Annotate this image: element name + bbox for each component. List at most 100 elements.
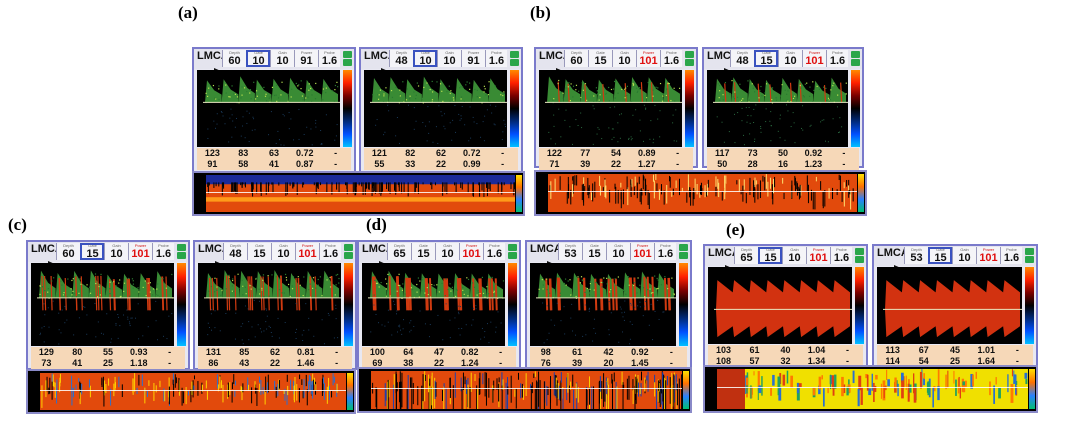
param-depth[interactable]: Depth 48 xyxy=(223,243,247,260)
param-depth[interactable]: Depth 60 xyxy=(222,50,246,67)
param-gain[interactable]: Gain 10 xyxy=(271,243,295,260)
plus-minus-buttons[interactable] xyxy=(343,51,352,66)
minus-icon[interactable] xyxy=(510,59,519,66)
stats-value: 1.46 xyxy=(297,358,315,368)
param-power[interactable]: Power 101 xyxy=(802,50,826,67)
minus-icon[interactable] xyxy=(344,252,353,259)
plus-icon[interactable] xyxy=(851,51,860,58)
plus-icon[interactable] xyxy=(679,244,688,251)
doppler-spectrum xyxy=(37,270,174,345)
minus-icon[interactable] xyxy=(343,59,352,66)
param-gain[interactable]: Gain 10 xyxy=(778,50,802,67)
param-depth[interactable]: Depth 65 xyxy=(734,247,758,264)
param-value: 1.6 xyxy=(321,55,338,67)
param-gain[interactable]: Gain 10 xyxy=(437,50,461,67)
param-gate[interactable]: Gate 15 xyxy=(928,247,952,264)
plus-minus-buttons[interactable] xyxy=(344,244,353,259)
param-power[interactable]: Power 101 xyxy=(459,243,483,260)
plus-icon[interactable] xyxy=(508,244,517,251)
param-power[interactable]: Power 101 xyxy=(128,243,152,260)
plus-minus-buttons[interactable] xyxy=(177,244,186,259)
plus-icon[interactable] xyxy=(343,51,352,58)
param-power[interactable]: Power 91 xyxy=(461,50,485,67)
stats-value: 32 xyxy=(780,356,791,366)
param-probe[interactable]: Probe 1.6 xyxy=(654,243,676,260)
param-probe[interactable]: Probe 1.6 xyxy=(660,50,682,67)
param-gate[interactable]: Gate 15 xyxy=(411,243,435,260)
param-power[interactable]: Power 101 xyxy=(636,50,660,67)
minus-icon[interactable] xyxy=(177,252,186,259)
param-probe[interactable]: Probe 1.6 xyxy=(1000,247,1022,264)
param-gate[interactable]: Gate 15 xyxy=(758,247,782,264)
plus-icon[interactable] xyxy=(1025,248,1034,255)
param-probe[interactable]: Probe 1.6 xyxy=(319,243,341,260)
m-mode-gate-line xyxy=(548,191,857,193)
param-gate[interactable]: Gate 15 xyxy=(247,243,271,260)
param-value: 48 xyxy=(736,55,749,67)
param-depth[interactable]: Depth 53 xyxy=(558,243,582,260)
minus-icon[interactable] xyxy=(685,59,694,66)
param-depth[interactable]: Depth 53 xyxy=(904,247,928,264)
param-name: Power xyxy=(134,243,147,248)
param-depth[interactable]: Depth 60 xyxy=(564,50,588,67)
plus-minus-buttons[interactable] xyxy=(685,51,694,66)
minus-icon[interactable] xyxy=(855,256,864,263)
param-name: Depth xyxy=(230,243,241,248)
param-gate[interactable]: Gate 10 xyxy=(413,50,437,67)
param-depth[interactable]: Depth 48 xyxy=(730,50,754,67)
param-depth[interactable]: Depth 48 xyxy=(389,50,413,67)
param-probe[interactable]: Probe 1.6 xyxy=(826,50,848,67)
plus-icon[interactable] xyxy=(177,244,186,251)
param-gain[interactable]: Gain 10 xyxy=(612,50,636,67)
param-gain[interactable]: Gain 10 xyxy=(270,50,294,67)
param-gain[interactable]: Gain 10 xyxy=(104,243,128,260)
param-cells: Depth 48 Gate 15 Gain 10 Power 101 Probe 1.6 xyxy=(223,243,341,260)
minus-icon[interactable] xyxy=(508,252,517,259)
param-gate[interactable]: Gate 15 xyxy=(80,243,104,260)
param-depth[interactable]: Depth 65 xyxy=(387,243,411,260)
param-probe[interactable]: Probe 1.6 xyxy=(485,50,507,67)
param-power[interactable]: Power 101 xyxy=(630,243,654,260)
param-gain[interactable]: Gain 10 xyxy=(952,247,976,264)
minus-icon[interactable] xyxy=(679,252,688,259)
minus-icon[interactable] xyxy=(851,59,860,66)
stats-row: 86 43 22 1.46 - xyxy=(198,359,352,368)
param-probe[interactable]: Probe 1.6 xyxy=(483,243,505,260)
param-value: 10 xyxy=(958,252,971,264)
plus-icon[interactable] xyxy=(685,51,694,58)
plus-icon[interactable] xyxy=(510,51,519,58)
minus-icon[interactable] xyxy=(1025,256,1034,263)
plus-minus-buttons[interactable] xyxy=(508,244,517,259)
plus-icon[interactable] xyxy=(855,248,864,255)
plus-minus-buttons[interactable] xyxy=(679,244,688,259)
param-gain[interactable]: Gain 10 xyxy=(606,243,630,260)
param-name: Probe xyxy=(324,50,335,55)
param-power[interactable]: Power 101 xyxy=(295,243,319,260)
param-power[interactable]: Power 101 xyxy=(976,247,1000,264)
param-gain[interactable]: Gain 10 xyxy=(435,243,459,260)
param-gate[interactable]: Gate 15 xyxy=(754,50,778,67)
param-gate[interactable]: Gate 15 xyxy=(588,50,612,67)
card-header: LMCA Depth 48 Gate 10 Gain 10 Power 91 Probe 1.6 xyxy=(361,49,521,74)
param-power[interactable]: Power 101 xyxy=(806,247,830,264)
param-gain[interactable]: Gain 10 xyxy=(782,247,806,264)
stats-value: 58 xyxy=(238,159,249,169)
plus-minus-buttons[interactable] xyxy=(1025,248,1034,263)
plus-minus-buttons[interactable] xyxy=(851,51,860,66)
m-mode-body xyxy=(206,175,516,212)
param-depth[interactable]: Depth 60 xyxy=(56,243,80,260)
param-gate[interactable]: Gate 15 xyxy=(582,243,606,260)
plus-icon[interactable] xyxy=(344,244,353,251)
param-gate[interactable]: Gate 10 xyxy=(246,50,270,67)
plus-minus-buttons[interactable] xyxy=(510,51,519,66)
stats-value: 1.23 xyxy=(804,159,823,169)
stats-value: 45 xyxy=(950,345,961,355)
param-probe[interactable]: Probe 1.6 xyxy=(830,247,852,264)
plus-minus-buttons[interactable] xyxy=(855,248,864,263)
param-probe[interactable]: Probe 1.6 xyxy=(318,50,340,67)
param-name: Gain xyxy=(279,243,288,248)
param-power[interactable]: Power 91 xyxy=(294,50,318,67)
param-probe[interactable]: Probe 1.6 xyxy=(152,243,174,260)
stats-row: 123 83 63 0.72 - xyxy=(197,149,351,158)
spectrum-plot xyxy=(197,70,340,147)
